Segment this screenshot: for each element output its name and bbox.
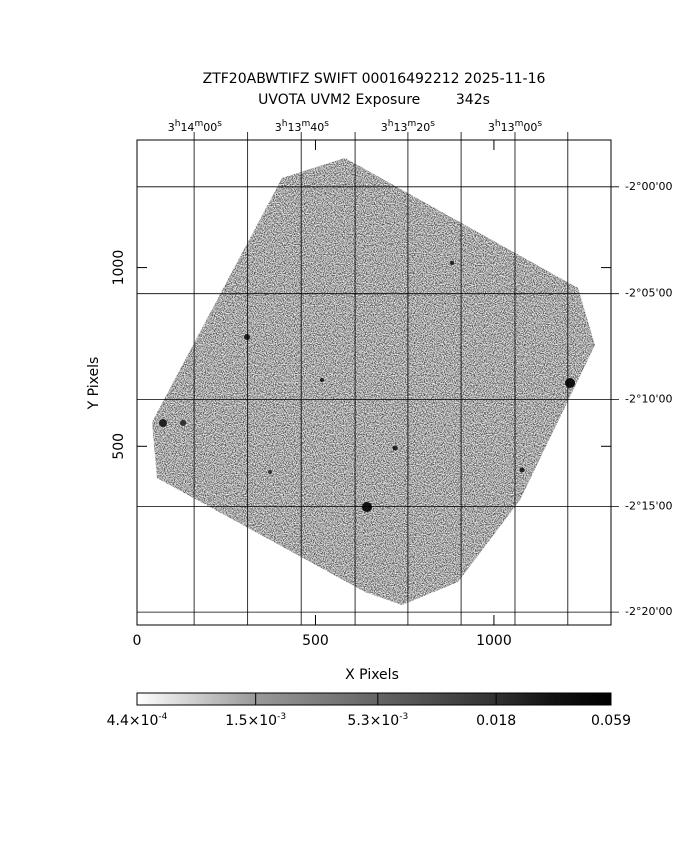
y-tick-label: 500 (111, 433, 127, 460)
x-axis-label: X Pixels (345, 667, 399, 683)
dec-tick-label: -2°10'00 (625, 392, 673, 405)
ra-tick-label: 3h13m20s (381, 119, 436, 135)
x-tick-label: 500 (302, 633, 329, 649)
ra-tick-label: 3h13m00s (488, 119, 543, 135)
x-tick-label: 0 (133, 633, 142, 649)
colorbar-tick-label: 1.5×10-3 (225, 712, 286, 730)
colorbar-tick-label: 5.3×10-3 (347, 712, 408, 730)
chart-subtitle: UVOTA UVM2 Exposure 342s (258, 92, 490, 108)
exposure-image (152, 158, 595, 605)
colorbar-tick-label: 4.4×10-4 (107, 712, 168, 730)
axes (136, 132, 619, 625)
dec-tick-label: -2°00'00 (625, 180, 673, 193)
plot-frame (136, 139, 612, 626)
dec-tick-label: -2°20'00 (625, 605, 673, 618)
dec-tick-label: -2°15'00 (625, 499, 673, 512)
x-tick-label: 1000 (476, 633, 512, 649)
dec-tick-label: -2°05'00 (625, 287, 673, 300)
y-axis-label: Y Pixels (86, 357, 102, 411)
colorbar (136, 692, 612, 706)
colorbar-tick-label: 0.059 (591, 713, 631, 729)
ra-tick-label: 3h13m40s (275, 119, 330, 135)
ra-tick-label: 3h14m00s (168, 119, 223, 135)
chart-title: ZTF20ABWTIFZ SWIFT 00016492212 2025-11-1… (203, 71, 546, 87)
colorbar-tick-label: 0.018 (476, 713, 516, 729)
y-tick-label: 1000 (111, 250, 127, 286)
